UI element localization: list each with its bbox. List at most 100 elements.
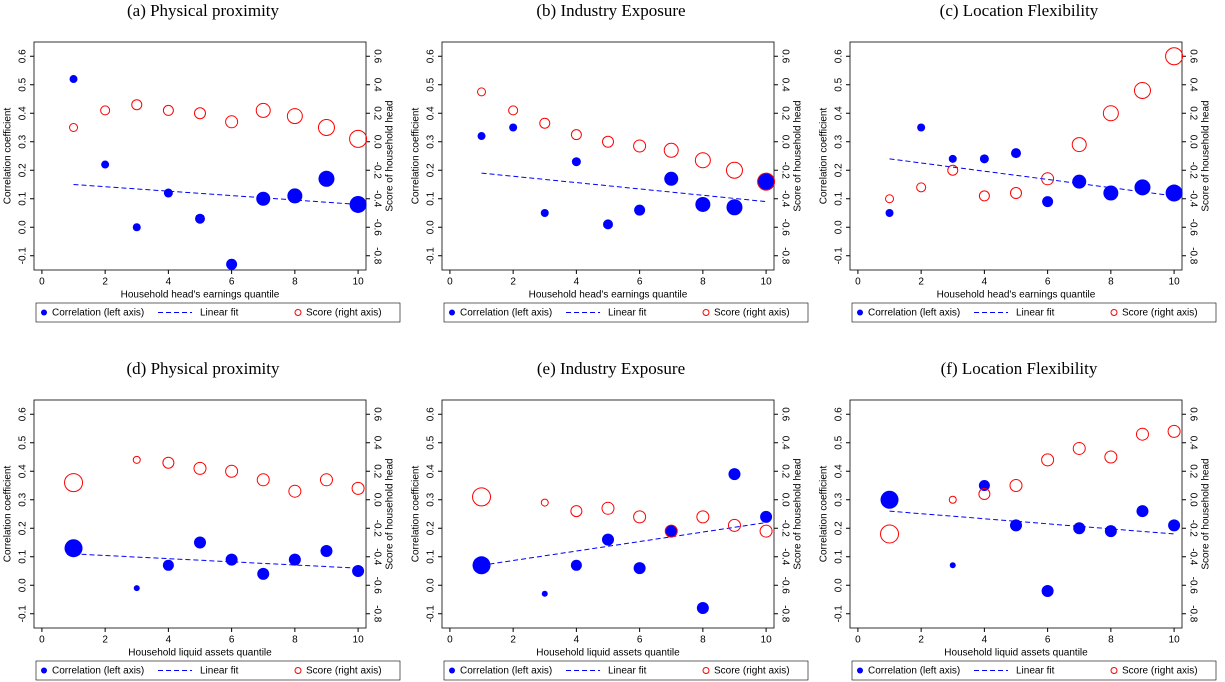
y2-tick-label: -0.2	[779, 520, 790, 538]
correlation-point	[1165, 184, 1183, 202]
score-point	[288, 484, 302, 498]
correlation-point	[978, 480, 990, 491]
legend-label: Linear fit	[1016, 308, 1055, 319]
score-point	[633, 510, 647, 524]
legend-symbol	[294, 667, 302, 674]
linear-fit	[73, 553, 359, 569]
y2-tick-label: -0.2	[371, 520, 382, 538]
y-tick-label: 0.0	[834, 578, 845, 592]
legend-label: Correlation (left axis)	[52, 666, 144, 677]
y-tick-label: 0.3	[18, 134, 29, 148]
legend-symbol	[294, 309, 302, 316]
score-point	[601, 501, 615, 515]
correlation-point	[1168, 519, 1181, 532]
correlation-point	[194, 536, 206, 549]
score-point	[1041, 172, 1055, 186]
y2-tick-label: -0.8	[1187, 605, 1198, 623]
correlation-point	[195, 213, 205, 224]
legend-symbol	[449, 309, 455, 316]
correlation-point	[726, 199, 743, 216]
y2-tick-label: 0.6	[1187, 407, 1198, 421]
panel-title: (e) Industry Exposure	[537, 359, 685, 378]
y-tick-label: 0.6	[426, 407, 437, 421]
correlation-point	[1103, 185, 1119, 201]
score-point	[132, 455, 141, 464]
y2-tick-label: -0.2	[1187, 520, 1198, 538]
score-point	[1071, 137, 1087, 153]
y-tick-label: 0.4	[18, 464, 29, 478]
x-tick-label: 6	[1045, 635, 1051, 646]
x-axis-label: Household liquid assets quantile	[128, 648, 272, 659]
legend-box	[851, 302, 1217, 323]
linear-fit	[481, 522, 767, 566]
legend-symbol	[702, 309, 710, 316]
y2-tick-label: -0.8	[779, 605, 790, 623]
panel-title: (b) Industry Exposure	[536, 1, 685, 20]
score-point	[664, 524, 678, 538]
correlation-point	[1073, 522, 1086, 535]
x-tick-label: 6	[229, 635, 235, 646]
legend-label: Score (right axis)	[306, 666, 382, 677]
legend-label: Correlation (left axis)	[460, 308, 552, 319]
score-point	[1133, 81, 1151, 99]
correlation-point	[101, 160, 110, 169]
legend-symbol	[449, 667, 455, 674]
score-point	[1167, 424, 1181, 438]
score-point	[1041, 453, 1055, 467]
score-point	[64, 473, 84, 493]
correlation-point	[633, 562, 646, 575]
score-point	[725, 161, 743, 179]
x-tick-label: 6	[637, 635, 643, 646]
score-point	[162, 104, 174, 116]
y2-tick-label: -0.2	[779, 162, 790, 180]
y2-tick-label: 0.4	[1187, 436, 1198, 450]
y2-tick-label: 0.6	[779, 49, 790, 63]
y2-tick-label: -0.6	[779, 577, 790, 595]
legend-box	[35, 660, 401, 681]
y-tick-label: 0.5	[426, 77, 437, 91]
y2-tick-label: 0.2	[779, 106, 790, 120]
y2-tick-label: 0.0	[779, 493, 790, 507]
score-point	[1072, 441, 1086, 455]
x-tick-label: 8	[1108, 635, 1114, 646]
y-axis-label: Correlation coefficient	[411, 108, 422, 205]
y-tick-label: -0.1	[834, 247, 845, 265]
y2-tick-label: -0.4	[371, 548, 382, 566]
x-tick-label: 4	[574, 635, 580, 646]
y2-tick-label: -0.4	[779, 190, 790, 208]
score-point	[255, 102, 271, 118]
x-tick-label: 8	[700, 277, 706, 288]
correlation-point	[225, 553, 238, 566]
correlation-point	[540, 209, 549, 217]
y2-tick-label: -0.6	[1187, 577, 1198, 595]
x-tick-label: 6	[637, 277, 643, 288]
y2-tick-label: 0.0	[371, 135, 382, 149]
correlation-point	[64, 539, 83, 558]
y2-tick-label: 0.4	[779, 78, 790, 92]
y2-tick-label: -0.8	[1187, 247, 1198, 265]
x-tick-label: 4	[166, 635, 172, 646]
correlation-point	[728, 468, 741, 481]
correlation-point	[948, 154, 957, 163]
y2-tick-label: 0.4	[1187, 78, 1198, 92]
y-tick-label: 0.0	[834, 220, 845, 234]
score-point	[508, 105, 519, 116]
panel: (c) Location Flexibility 0 2 4 6 8 10 -0.1 0.0 0.…	[819, 1, 1217, 323]
y-tick-label: 0.4	[426, 106, 437, 120]
correlation-point	[571, 157, 581, 167]
legend-label: Correlation (left axis)	[52, 308, 144, 319]
y-tick-label: 0.2	[426, 163, 437, 177]
legend-box	[35, 302, 401, 323]
legend-label: Linear fit	[200, 666, 239, 677]
panel-title: (f) Location Flexibility	[941, 359, 1098, 378]
linear-fit	[73, 184, 359, 205]
x-tick-label: 8	[700, 635, 706, 646]
y2-tick-label: -0.6	[779, 219, 790, 237]
y-tick-label: 0.2	[834, 521, 845, 535]
x-tick-label: 8	[292, 277, 298, 288]
score-point	[947, 164, 959, 176]
legend-box	[443, 302, 809, 323]
y2-tick-label: 0.4	[779, 436, 790, 450]
y2-tick-label: -0.4	[1187, 190, 1198, 208]
y2-axis-label: Score of household head	[1201, 458, 1212, 569]
